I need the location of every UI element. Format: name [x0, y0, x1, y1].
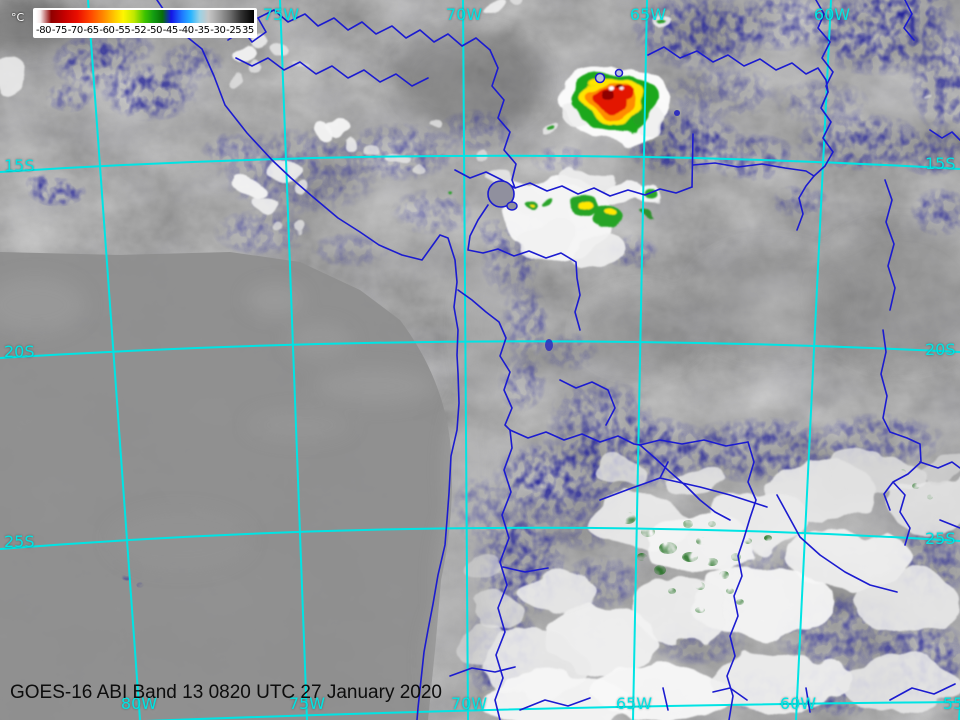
colorbar-tick: -25 — [226, 24, 242, 36]
coastline — [156, 0, 460, 720]
parallel-20s — [0, 340, 960, 359]
parallel-15s — [0, 154, 960, 173]
colorbar-ticks: -80 -75 -70 -65 -60 -55 -52 -50 -45 -40 -35 -30 -25 3… — [36, 23, 254, 37]
lake-poopo — [545, 339, 553, 351]
lon-label-bottom-80w: 80W — [120, 694, 158, 713]
convective-cores — [447, 15, 658, 232]
lon-label-bottom-65w: 65W — [615, 694, 653, 713]
colorbar-tick: -45 — [162, 24, 179, 36]
lat-label-left-25s: 25S — [4, 532, 35, 551]
colorbar-unit-label: °C — [11, 11, 25, 24]
parallel-30s — [146, 701, 960, 720]
meridian-80w — [87, 0, 141, 720]
lon-label-top-60w: 60W — [813, 5, 851, 24]
colorbar-tick: -40 — [178, 24, 195, 36]
ocean-region — [0, 252, 486, 720]
colorbar-tick: -75 — [51, 24, 68, 36]
small-lake — [674, 110, 680, 116]
lat-label-right-25s: 25S — [925, 529, 956, 548]
colorbar: -80 -75 -70 -65 -60 -55 -52 -50 -45 -40 -35 -30 -25 3… — [33, 8, 257, 38]
lake-titicaca — [487, 180, 515, 208]
caption: GOES-16 ABI Band 13 0820 UTC 27 January … — [10, 682, 442, 703]
lon-label-top-65w: 65W — [629, 5, 667, 24]
lakes — [487, 68, 680, 351]
country-borders — [156, 0, 960, 720]
colorbar-tick: -70 — [67, 24, 84, 36]
small-lake — [614, 68, 624, 78]
small-lake — [594, 72, 606, 84]
meridian-70w — [462, 0, 469, 720]
lon-label-bottom-70w: 70W — [450, 694, 488, 713]
colorbar-gradient — [36, 10, 254, 23]
colorbar-tick: 35 — [241, 24, 254, 36]
lat-label-left-20s: 20S — [4, 342, 35, 361]
lat-label-left-15s: 15S — [4, 156, 35, 175]
lon-label-bottom-75w: 75W — [288, 694, 326, 713]
colorbar-tick: -80 — [36, 24, 52, 36]
lat-label-right-15s: 15S — [925, 154, 956, 173]
lon-label-top-70w: 70W — [445, 5, 483, 24]
embedded-green-cells — [620, 469, 933, 613]
lat-label-right-20s: 20S — [925, 340, 956, 359]
colorbar-tick: -65 — [83, 24, 100, 36]
colorbar-tick: -50 — [146, 24, 163, 36]
colorbar-tick: -30 — [210, 24, 226, 36]
colorbar-tick: -52 — [131, 24, 147, 36]
colorbar-tick: -60 — [99, 24, 115, 36]
parallel-25s — [0, 526, 960, 550]
lon-label-bottom-55w: 55W — [942, 694, 960, 713]
lon-label-bottom-60w: 60W — [779, 694, 817, 713]
colorbar-tick: -35 — [194, 24, 210, 36]
andes-haze — [426, 245, 522, 720]
meridian-60w — [795, 0, 832, 720]
colorbar-tick: -55 — [115, 24, 131, 36]
meridian-75w — [279, 0, 308, 720]
lon-label-top-75w: 75W — [262, 5, 300, 24]
meridian-65w — [632, 0, 648, 720]
